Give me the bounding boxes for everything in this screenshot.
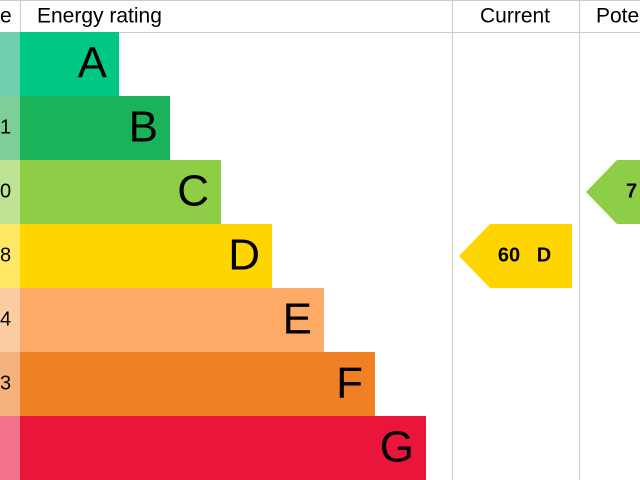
band-bar (20, 288, 324, 352)
score-label: 3 (0, 372, 11, 394)
band-bar (20, 224, 272, 288)
band-bar (20, 160, 221, 224)
score-cell (0, 32, 20, 96)
score-cell (0, 96, 20, 160)
band-letter: D (228, 231, 260, 280)
band-bar (20, 96, 170, 160)
current-arrow (459, 224, 572, 288)
score-label: 4 (0, 308, 11, 330)
band-letter: F (336, 359, 363, 408)
band-letter: G (380, 423, 414, 472)
score-label: 0 (0, 180, 11, 202)
score-cell (0, 352, 20, 416)
band-bar (20, 352, 375, 416)
score-cell (0, 288, 20, 352)
score-cell (0, 160, 20, 224)
score-label: 8 (0, 244, 11, 266)
potential-label: 7 (626, 180, 637, 202)
potential-arrow (586, 160, 640, 224)
current-score: 60 (498, 244, 520, 266)
band-letter: E (283, 295, 312, 344)
score-cell (0, 416, 20, 480)
score-label: 1 (0, 116, 11, 138)
band-letter: C (177, 167, 209, 216)
header-score: e (0, 5, 12, 28)
header-current: Current (480, 5, 550, 28)
band-bar (20, 32, 119, 96)
current-letter: D (537, 244, 551, 266)
band-letter: B (129, 103, 158, 152)
header-potential: Pote (596, 5, 639, 28)
header-rating: Energy rating (37, 5, 162, 28)
score-cell (0, 224, 20, 288)
band-bar (20, 416, 426, 480)
band-letter: A (78, 39, 108, 88)
